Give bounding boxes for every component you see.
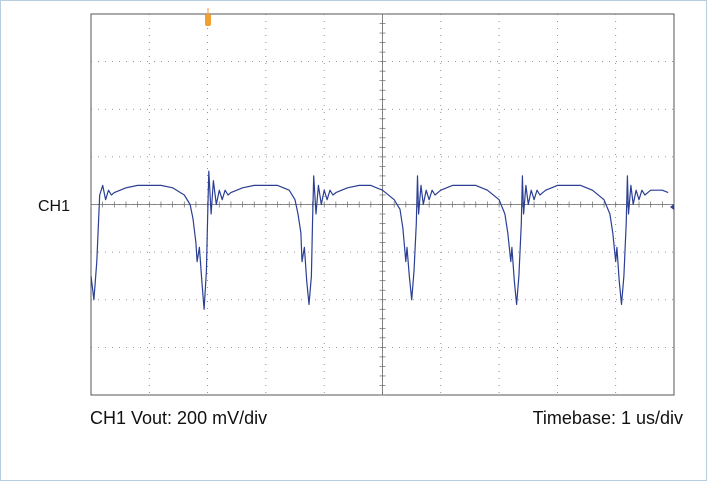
ground-level-icon [670, 204, 674, 210]
ch1-waveform-line [90, 170, 669, 310]
trigger-marker-icon[interactable] [205, 8, 211, 26]
timebase-label: Timebase: 1 us/div [532, 408, 683, 428]
channel-label: CH1 [38, 198, 71, 215]
graticule-grid [90, 13, 675, 396]
ch1-trace-group [90, 170, 669, 310]
vertical-scale-label: CH1 Vout: 200 mV/div [90, 408, 268, 428]
